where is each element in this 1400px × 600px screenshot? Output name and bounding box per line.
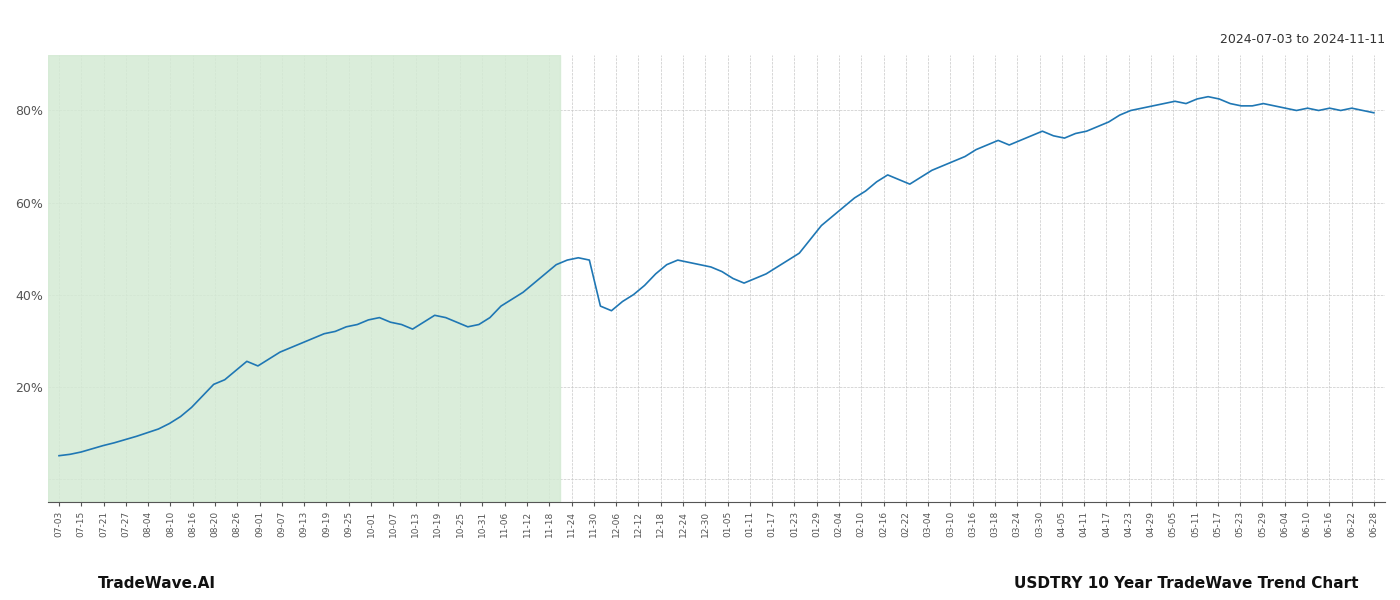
Text: USDTRY 10 Year TradeWave Trend Chart: USDTRY 10 Year TradeWave Trend Chart <box>1014 576 1358 591</box>
Text: 2024-07-03 to 2024-11-11: 2024-07-03 to 2024-11-11 <box>1219 34 1385 46</box>
Text: TradeWave.AI: TradeWave.AI <box>98 576 216 591</box>
Bar <box>48 55 560 502</box>
